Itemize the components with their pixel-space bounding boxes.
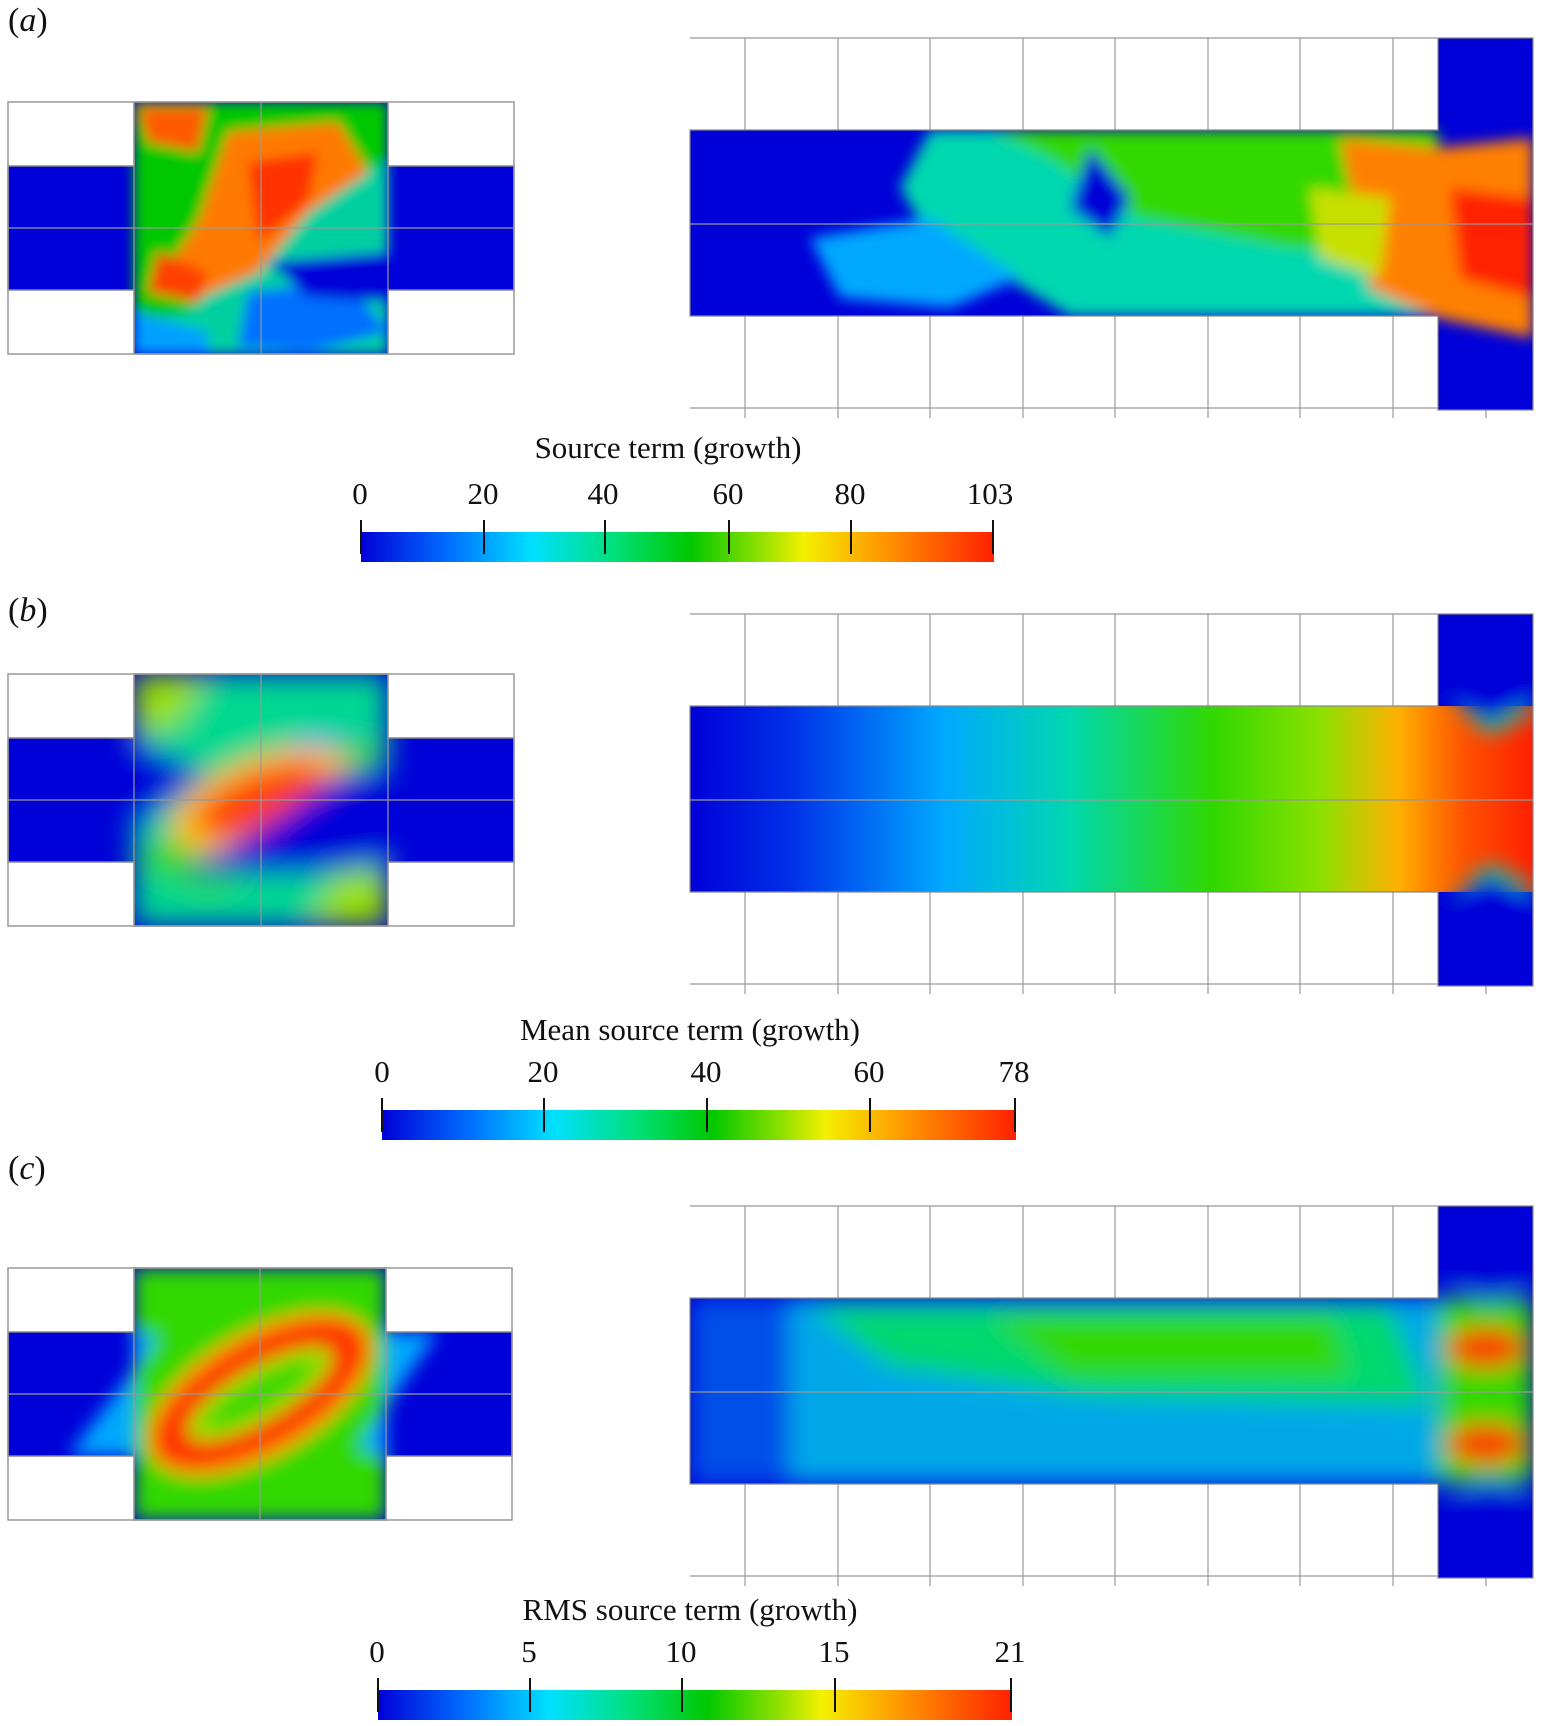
colorbar-c-title: RMS source term (growth) <box>522 1592 858 1627</box>
panel-b-channel-section <box>689 613 1534 994</box>
colorbar-b-tick <box>543 1098 545 1132</box>
colorbar-a-tick-label: 40 <box>587 476 619 511</box>
colorbar-b-tick-label: 20 <box>527 1054 559 1089</box>
colorbar-a-tick <box>850 520 852 554</box>
colorbar-b-tick-label: 0 <box>374 1054 390 1089</box>
colorbar-b-tick <box>869 1098 871 1132</box>
colorbar-a-tick <box>483 520 485 554</box>
colorbar-a-tick-label: 0 <box>352 476 368 511</box>
colorbar-c-tick <box>681 1678 683 1712</box>
colorbar-c-gradient <box>378 1690 1012 1720</box>
colorbar-a-tick <box>992 520 994 554</box>
colorbar-a-title: Source term (growth) <box>534 430 802 465</box>
colorbar-b-tick <box>1014 1098 1016 1132</box>
colorbar-a-tick <box>360 520 362 554</box>
panel-label-a: (a) <box>8 2 48 39</box>
colorbar-a-gradient <box>361 532 994 562</box>
colorbar-c-tick-label: 0 <box>369 1634 385 1669</box>
panel-a-cross-section <box>7 101 515 355</box>
panel-c-cross-section <box>7 1267 513 1521</box>
colorbar-a-tick-label: 20 <box>467 476 499 511</box>
colorbar-b-tick-label: 78 <box>998 1054 1030 1089</box>
colorbar-b-title: Mean source term (growth) <box>519 1012 861 1047</box>
colorbar-a-tick-label: 103 <box>966 476 1014 511</box>
colorbar-b-tick-label: 60 <box>853 1054 885 1089</box>
colorbar-c-tick-label: 10 <box>665 1634 697 1669</box>
colorbar-c-tick-label: 21 <box>994 1634 1026 1669</box>
panel-c-channel-section <box>689 1205 1534 1586</box>
panel-b-cross-section <box>7 673 515 927</box>
colorbar-a-tick-label: 80 <box>834 476 866 511</box>
colorbar-b-gradient <box>382 1110 1016 1140</box>
colorbar-c-tick <box>529 1678 531 1712</box>
colorbar-b-tick <box>381 1098 383 1132</box>
colorbar-c-tick <box>834 1678 836 1712</box>
colorbar-b-tick-label: 40 <box>690 1054 722 1089</box>
panel-label-c: (c) <box>8 1150 46 1187</box>
colorbar-a-tick-label: 60 <box>712 476 744 511</box>
colorbar-c-tick <box>1010 1678 1012 1712</box>
colorbar-b-tick <box>706 1098 708 1132</box>
colorbar-c-tick-label: 5 <box>521 1634 537 1669</box>
panel-label-b: (b) <box>8 592 48 629</box>
colorbar-a-tick <box>728 520 730 554</box>
colorbar-c-tick <box>377 1678 379 1712</box>
colorbar-a-tick <box>604 520 606 554</box>
panel-a-channel-section <box>689 37 1534 418</box>
colorbar-c-tick-label: 15 <box>818 1634 850 1669</box>
